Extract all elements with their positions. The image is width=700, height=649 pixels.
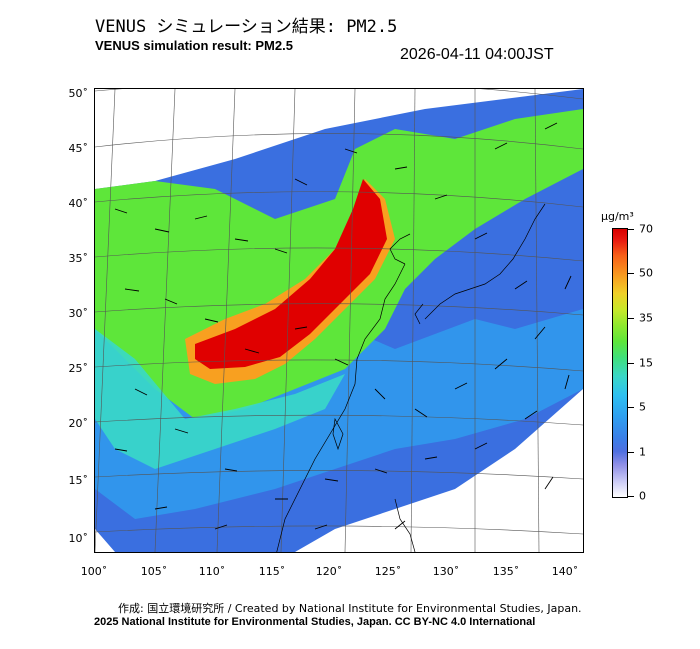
- wind-vectors: [114, 122, 572, 530]
- lon-tick-125: 125˚: [374, 565, 402, 578]
- lon-tick-140: 140˚: [551, 565, 579, 578]
- colorbar-tick: [628, 273, 634, 274]
- colorbar-tick: [628, 452, 634, 453]
- lon-tick-135: 135˚: [492, 565, 520, 578]
- lat-tick-25: 25˚: [68, 362, 89, 375]
- concentration-field-cyan: [95, 329, 345, 469]
- colorbar: [612, 228, 628, 498]
- colorbar-unit: μg/m³: [601, 210, 634, 223]
- lat-tick-15: 15˚: [68, 474, 89, 487]
- colorbar-tick: [628, 318, 634, 319]
- lat-tick-50: 50˚: [68, 87, 89, 100]
- graticule: [95, 89, 583, 552]
- forecast-datetime: 2026-04-11 04:00JST: [400, 46, 554, 63]
- lon-tick-130: 130˚: [432, 565, 460, 578]
- lon-tick-110: 110˚: [198, 565, 226, 578]
- colorbar-label-35: 35: [639, 311, 653, 325]
- colorbar-tick: [628, 229, 634, 230]
- concentration-field-red: [195, 179, 387, 369]
- lon-tick-105: 105˚: [140, 565, 168, 578]
- lat-tick-30: 30˚: [68, 307, 89, 320]
- credit-english: 2025 National Institute for Environmenta…: [94, 616, 536, 628]
- colorbar-label-0: 0: [639, 489, 646, 503]
- lat-tick-20: 20˚: [68, 417, 89, 430]
- pm25-map: [94, 88, 584, 553]
- map-canvas: [95, 89, 583, 552]
- lat-tick-10: 10˚: [68, 532, 89, 545]
- lon-tick-100: 100˚: [80, 565, 108, 578]
- title-japanese: VENUS シミュレーション結果: PM2.5: [95, 17, 398, 37]
- lon-tick-120: 120˚: [315, 565, 343, 578]
- colorbar-tick: [628, 496, 634, 497]
- lat-tick-45: 45˚: [68, 142, 89, 155]
- lon-tick-115: 115˚: [258, 565, 286, 578]
- lat-tick-35: 35˚: [68, 252, 89, 265]
- coastline: [276, 203, 546, 552]
- colorbar-label-1: 1: [639, 445, 646, 459]
- lat-tick-40: 40˚: [68, 197, 89, 210]
- credit-japanese: 作成: 国立環境研究所 / Created by National Instit…: [118, 602, 582, 615]
- colorbar-tick: [628, 407, 634, 408]
- colorbar-label-70: 70: [639, 222, 653, 236]
- title-english: VENUS simulation result: PM2.5: [95, 38, 293, 53]
- colorbar-tick: [628, 363, 634, 364]
- colorbar-label-5: 5: [639, 400, 646, 414]
- colorbar-label-50: 50: [639, 266, 653, 280]
- colorbar-label-15: 15: [639, 356, 653, 370]
